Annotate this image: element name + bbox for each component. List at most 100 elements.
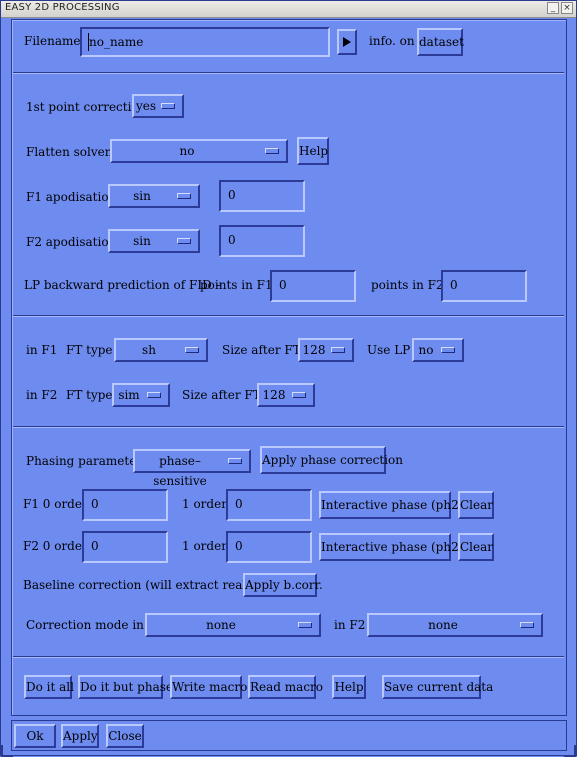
- do-it-all-button[interactable]: Do it all: [24, 675, 74, 699]
- points-f2-label: points in F2:: [371, 278, 448, 292]
- title-bar[interactable]: EASY 2D PROCESSING _ ×: [1, 1, 576, 18]
- first-point-value: yes: [135, 99, 157, 113]
- f2-ft-type-value: sim: [118, 388, 140, 402]
- correction-mode-f2-label: in F2: [334, 618, 366, 632]
- f1-apodisation-param-input[interactable]: 0: [219, 180, 305, 212]
- phasing-parameters-select[interactable]: phase–sensitive: [133, 449, 251, 488]
- separator: [13, 315, 564, 317]
- flatten-solvent-select[interactable]: no: [110, 139, 288, 163]
- in-f2-label: in F2: [26, 388, 58, 402]
- resize-grip-icon[interactable]: [564, 745, 576, 757]
- use-lp-select[interactable]: no: [412, 338, 464, 362]
- f2-ft-type-label: FT type: [66, 388, 113, 402]
- in-f1-label: in F1: [26, 343, 58, 357]
- main-panel: Filename no_name info. on dataset 1st po…: [11, 19, 567, 716]
- f1-apodisation-param-value: 0: [228, 188, 236, 202]
- write-macro-button[interactable]: Write macro: [170, 675, 247, 699]
- option-menu-indicator-icon: [331, 347, 345, 353]
- interactive-phase-f1-button[interactable]: Interactive phase (ph2c): [319, 491, 470, 519]
- apply-phase-correction-button[interactable]: Apply phase correction: [260, 446, 403, 474]
- first-point-label: 1st point correction: [26, 100, 147, 114]
- f1-one-order-value: 0: [235, 497, 243, 511]
- points-f2-value: 0: [450, 278, 458, 292]
- f2-one-order-input[interactable]: 0: [226, 531, 312, 563]
- filename-label: Filename: [24, 34, 81, 48]
- clear-f2-button[interactable]: Clear: [458, 533, 494, 561]
- points-f2-input[interactable]: 0: [441, 270, 527, 302]
- f2-ft-type-select[interactable]: sim: [112, 383, 170, 407]
- correction-mode-f1-label: Correction mode in F1: [26, 618, 164, 632]
- resize-grip-icon[interactable]: [1, 745, 13, 757]
- lp-prediction-label: LP backward prediction of FID –: [24, 278, 222, 292]
- filename-value: no_name: [89, 35, 144, 49]
- minimize-icon[interactable]: _: [547, 2, 559, 14]
- f1-apodisation-value: sin: [133, 189, 151, 203]
- points-f1-input[interactable]: 0: [270, 270, 356, 302]
- f2-apodisation-label: F2 apodisation: [26, 235, 117, 249]
- f1-one-order-label: 1 order: [182, 497, 227, 511]
- first-point-select[interactable]: yes: [132, 94, 184, 118]
- flatten-solvent-label: Flatten solvent: [26, 145, 118, 159]
- option-menu-indicator-icon: [147, 392, 161, 398]
- help-button[interactable]: Help: [332, 675, 366, 699]
- f2-apodisation-select[interactable]: sin: [108, 229, 200, 253]
- dialog-button-bar: Ok Apply Close: [11, 720, 567, 751]
- correction-mode-f2-select[interactable]: none: [367, 613, 543, 637]
- separator: [13, 656, 564, 658]
- points-f1-label: points in F1:: [200, 278, 277, 292]
- correction-mode-f1-select[interactable]: none: [145, 613, 321, 637]
- f2-apodisation-value: sin: [133, 234, 151, 248]
- option-menu-indicator-icon: [177, 238, 191, 244]
- f1-ft-type-value: sh: [142, 343, 156, 357]
- option-menu-indicator-icon: [520, 622, 534, 628]
- text-cursor: [88, 33, 89, 51]
- clear-f1-button[interactable]: Clear: [458, 491, 494, 519]
- f1-zero-order-input[interactable]: 0: [82, 489, 168, 521]
- flatten-help-button[interactable]: Help: [297, 137, 329, 165]
- window-title: EASY 2D PROCESSING: [5, 2, 120, 13]
- f2-size-select[interactable]: 128: [257, 383, 315, 407]
- f2-one-order-value: 0: [235, 539, 243, 553]
- save-current-data-button[interactable]: Save current data: [382, 675, 493, 699]
- info-on-label: info. on: [369, 34, 415, 48]
- f1-apodisation-select[interactable]: sin: [108, 184, 200, 208]
- correction-mode-f1-value: none: [206, 618, 236, 632]
- ok-button[interactable]: Ok: [14, 724, 56, 748]
- f2-zero-order-value: 0: [91, 539, 99, 553]
- correction-mode-f2-value: none: [428, 618, 458, 632]
- option-menu-indicator-icon: [228, 458, 242, 464]
- option-menu-indicator-icon: [298, 622, 312, 628]
- f1-apodisation-label: F1 apodisation: [26, 190, 117, 204]
- browse-arrow-button[interactable]: [337, 29, 357, 55]
- play-arrow-icon: [343, 37, 351, 47]
- f1-zero-order-value: 0: [91, 497, 99, 511]
- f1-zero-order-label: F1 0 order: [23, 497, 88, 511]
- f2-one-order-label: 1 order: [182, 539, 227, 553]
- close-window-icon[interactable]: ×: [561, 2, 573, 14]
- option-menu-indicator-icon: [265, 148, 279, 154]
- points-f1-value: 0: [279, 278, 287, 292]
- f1-one-order-input[interactable]: 0: [226, 489, 312, 521]
- f2-zero-order-label: F2 0 order: [23, 539, 88, 553]
- f1-size-label: Size after FT: [222, 343, 301, 357]
- f1-size-select[interactable]: 128: [298, 338, 354, 362]
- option-menu-indicator-icon: [292, 392, 306, 398]
- f1-ft-type-select[interactable]: sh: [114, 338, 208, 362]
- phasing-parameters-value: phase–sensitive: [153, 454, 207, 488]
- use-lp-value: no: [418, 343, 434, 357]
- baseline-correction-label: Baseline correction (will extract real p…: [23, 578, 281, 592]
- flatten-solvent-value: no: [179, 144, 195, 158]
- apply-button[interactable]: Apply: [61, 724, 99, 748]
- apply-baseline-correction-button[interactable]: Apply b.corr.: [243, 573, 323, 597]
- f1-ft-type-label: FT type: [66, 343, 113, 357]
- do-it-but-phase-button[interactable]: Do it but phase: [78, 675, 173, 699]
- interactive-phase-f2-button[interactable]: Interactive phase (ph2r): [319, 533, 469, 561]
- f2-zero-order-input[interactable]: 0: [82, 531, 168, 563]
- filename-input[interactable]: no_name: [80, 27, 330, 57]
- f2-apodisation-param-input[interactable]: 0: [219, 225, 305, 257]
- close-button[interactable]: Close: [106, 724, 144, 748]
- use-lp-label: Use LP: [367, 343, 411, 357]
- read-macro-button[interactable]: Read macro: [248, 675, 323, 699]
- dataset-button[interactable]: dataset: [417, 28, 464, 56]
